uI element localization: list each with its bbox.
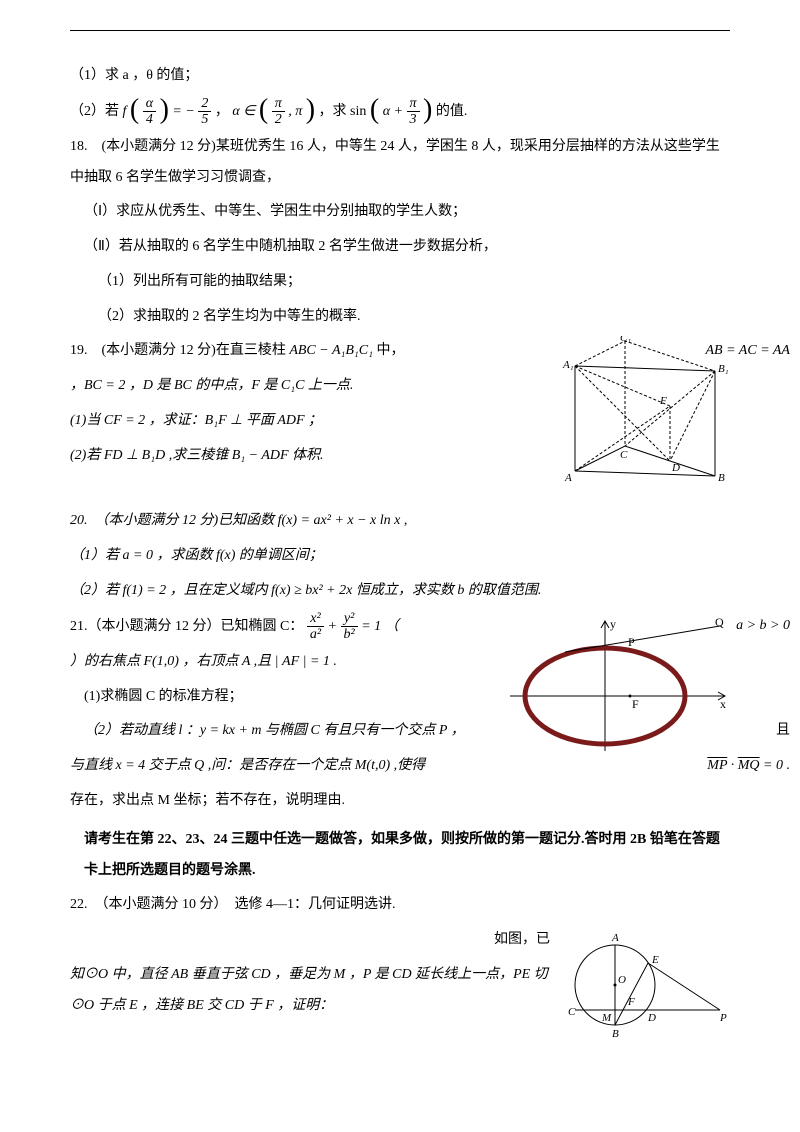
alpha-in: α ∈ <box>232 104 255 119</box>
lparen: ( <box>130 96 139 124</box>
label-y: y <box>610 617 616 631</box>
elective-instruction: 请考生在第 22、23、24 三题中任选一题做答，如果多做，则按所做的第一题记分… <box>70 825 730 887</box>
dot: · <box>727 758 738 773</box>
q21-right2: 且 <box>776 716 790 747</box>
text: 19. (本小题满分 12 分)在直三棱柱 <box>70 343 289 358</box>
q18-i: （Ⅰ）求应从优秀生、中等生、学困生中分别抽取的学生人数； <box>70 197 730 228</box>
text: （2）若动直线 l ：y = kx + m 与椭圆 C 有且只有一个交点 P ， <box>84 723 465 738</box>
page-rule <box>70 30 730 31</box>
text: 与直线 x = 4 交于点 Q ,问：是否存在一个定点 M(t,0) ,使得 <box>70 758 425 773</box>
mq: MQ <box>738 758 760 773</box>
pi-over-3: π3 <box>407 96 420 128</box>
pre: 21.（本小题满分 12 分）已知椭圆 C： <box>70 619 303 634</box>
q22-head: 22. （本小题满分 10 分） 选修 4—1：几何证明选讲. <box>70 890 730 921</box>
label-C: C <box>620 449 628 461</box>
q22-figure: A B C D E F M O P <box>560 925 730 1055</box>
rparen3: ) <box>423 96 432 124</box>
label-B: B <box>718 472 725 484</box>
lparen2: ( <box>259 96 268 124</box>
label-Q: Q <box>715 616 724 629</box>
label-A1: A₁ <box>562 359 574 371</box>
text: （2）若 f(1) = 2 ，且在定义域内 f(x) ≥ bx² + 2x 恒成… <box>70 583 541 598</box>
label-F: F <box>627 996 635 1008</box>
q19-right-eq: AB = AC = AA <box>706 336 791 367</box>
label-C: C <box>568 1006 576 1018</box>
text: 如图，已 <box>494 932 550 947</box>
q21-figure: P Q x y F <box>510 616 730 756</box>
y2b2: y²b² <box>341 611 358 643</box>
q18-head: 18. (本小题满分 12 分)某班优秀生 16 人，中等生 24 人，学困生 … <box>70 132 730 194</box>
label-B: B <box>612 1028 619 1040</box>
alpha-plus: α + <box>383 104 403 119</box>
text: 知⊙O 中，直径 AB 垂直于弦 CD ，垂足为 M ，P 是 CD 延长线上一… <box>70 967 548 1013</box>
label-D: D <box>647 1012 656 1024</box>
q17-part2: （2）若 f ( α4 ) = − 25 ， α ∈ ( π2 , π ) ，求… <box>70 96 730 128</box>
tail: 的值. <box>436 104 468 119</box>
rparen2: ) <box>306 96 315 124</box>
label-F: F <box>659 395 667 407</box>
text: 20. （本小题满分 12 分)已知函数 f(x) = ax² + x − x … <box>70 513 407 528</box>
label-D: D <box>671 462 680 474</box>
text: (2)若 FD ⊥ B₁D ,求三棱锥 B₁ − ADF 体积. <box>70 448 324 463</box>
q18-ii-1: （1）列出所有可能的抽取结果； <box>70 267 730 298</box>
text: ，BC = 2 ，D 是 BC 的中点，F 是 C₁C 上一点. <box>70 378 353 393</box>
f: f <box>123 104 127 119</box>
eq: = − <box>172 104 194 119</box>
two-fifths: 25 <box>198 96 211 128</box>
alpha-over-4: α4 <box>143 96 156 128</box>
plus: + <box>328 619 341 634</box>
q19-figure: A₁ C₁ B₁ A C B D F <box>560 336 730 486</box>
label-C1: C₁ <box>620 336 631 344</box>
pi: π <box>295 104 302 119</box>
label-A: A <box>564 472 572 484</box>
comma: ， <box>215 104 229 119</box>
q17-part1: （1）求 a ，θ 的值； <box>70 61 730 92</box>
label-M: M <box>601 1012 612 1024</box>
text: ）的右焦点 F(1,0) ，右顶点 A ,且 | AF | = 1 . <box>70 654 337 669</box>
find: ，求 sin <box>319 104 367 119</box>
q18-ii: （Ⅱ）若从抽取的 6 名学生中随机抽取 2 名学生做进一步数据分析， <box>70 232 730 263</box>
lparen3: ( <box>370 96 379 124</box>
text: (1)当 CF = 2 ，求证：B₁F ⊥ 平面 ADF ； <box>70 413 322 428</box>
label-E: E <box>651 954 659 966</box>
q21-right3: MP · MQ = 0 . <box>707 751 790 782</box>
label-O: O <box>618 974 626 986</box>
text: （1）若 a = 0 ，求函数 f(x) 的单调区间； <box>70 548 323 563</box>
label-A: A <box>611 932 619 944</box>
eq1: = 1 （ <box>361 619 398 634</box>
text2: 中， <box>377 343 405 358</box>
q21-right1: a > b > 0 <box>736 611 790 642</box>
q18-ii-2: （2）求抽取的 2 名学生均为中等生的概率. <box>70 302 730 333</box>
q20-p2: （2）若 f(1) = 2 ，且在定义域内 f(x) ≥ bx² + 2x 恒成… <box>70 576 730 607</box>
q21-p2c: 存在，求出点 M 坐标；若不存在，说明理由. <box>70 786 730 817</box>
label-P: P <box>719 1012 727 1024</box>
pi-over-2: π2 <box>272 96 285 128</box>
rparen: ) <box>160 96 169 124</box>
eq0: = 0 . <box>760 758 790 773</box>
mp: MP <box>707 758 727 773</box>
q20-p1: （1）若 a = 0 ，求函数 f(x) 的单调区间； <box>70 541 730 572</box>
label-F: F <box>632 697 639 711</box>
label-x: x <box>720 697 726 711</box>
prism: ABC − A₁B₁C₁ <box>289 343 373 358</box>
label-P: P <box>628 635 635 649</box>
q20-head: 20. （本小题满分 12 分)已知函数 f(x) = ax² + x − x … <box>70 506 730 537</box>
x2a2: x²a² <box>307 611 324 643</box>
text: （2）若 <box>70 104 123 119</box>
